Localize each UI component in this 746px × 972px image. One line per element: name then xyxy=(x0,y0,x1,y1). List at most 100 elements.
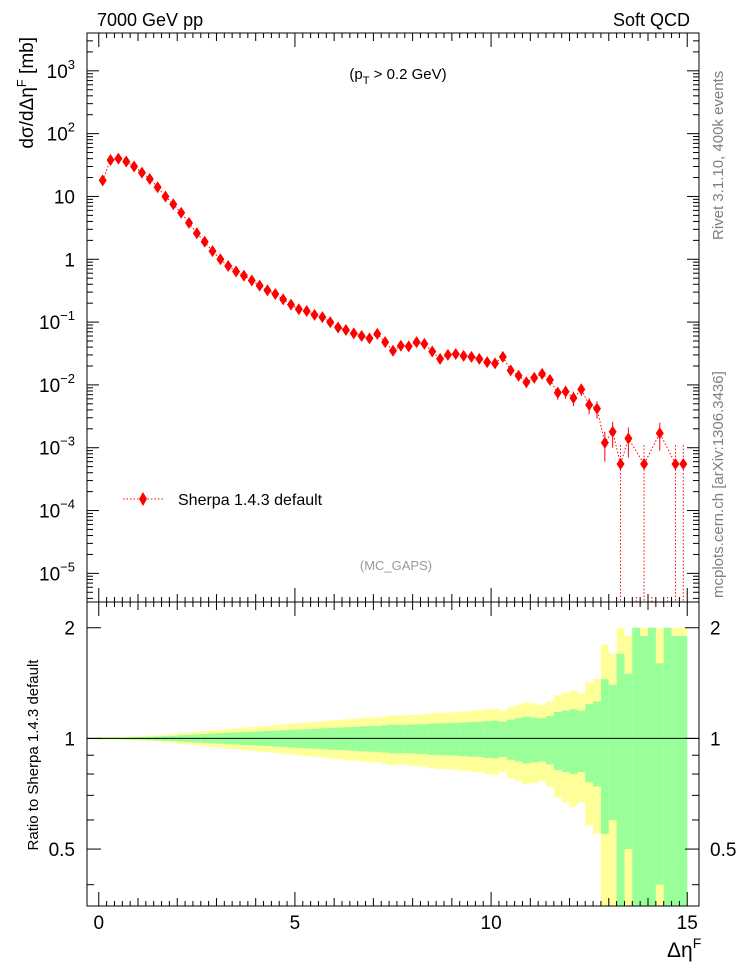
data-point xyxy=(114,152,123,165)
ratio-y-tick-label-right: 1 xyxy=(710,729,721,750)
x-tick-label: 5 xyxy=(290,913,301,934)
ratio-y-tick-label: 0.5 xyxy=(49,840,75,861)
ratio-inner-band-bin xyxy=(671,635,680,906)
ratio-inner-band-bin xyxy=(553,711,562,771)
data-point xyxy=(428,345,437,358)
ratio-inner-band-bin xyxy=(436,723,444,756)
data-point xyxy=(98,174,107,187)
x-tick-label: 10 xyxy=(481,913,502,934)
data-point xyxy=(459,349,468,362)
ratio-y-tick-label: 2 xyxy=(64,619,75,640)
x-tick-label: 0 xyxy=(93,913,104,934)
main-y-ticks: 10−5 10−4 10−3 10−2 10−1 1 10 102 103 xyxy=(39,32,699,599)
ratio-inner-band-bin xyxy=(396,724,405,754)
analysis-tag: (MC_GAPS) xyxy=(360,558,432,573)
ratio-inner-band-bin xyxy=(616,653,625,906)
main-y-tick-label: 1 xyxy=(64,250,75,271)
data-point xyxy=(569,391,578,404)
data-point xyxy=(216,253,225,266)
data-point xyxy=(208,245,217,258)
ratio-inner-band-bin xyxy=(483,721,492,758)
data-point xyxy=(365,332,374,345)
data-point xyxy=(679,458,688,471)
ratio-inner-band-bin xyxy=(546,716,554,765)
data-point xyxy=(451,348,460,361)
main-y-tick-label: 10−2 xyxy=(39,371,75,397)
ratio-inner-band-bin xyxy=(412,724,421,754)
ratio-inner-band-bin xyxy=(600,679,609,834)
ratio-inner-band-bin xyxy=(420,724,429,754)
ratio-y-tick-label: 1 xyxy=(64,729,75,750)
ratio-inner-band-bin xyxy=(389,724,397,754)
data-point xyxy=(177,206,186,219)
x-axis-label: ΔηF xyxy=(667,935,701,962)
main-y-tick-label: 10−3 xyxy=(39,434,75,460)
ratio-inner-band-bin xyxy=(648,627,656,906)
mcplots-label: mcplots.cern.ch [arXiv:1306.3436] xyxy=(710,371,727,598)
data-point xyxy=(247,274,256,287)
main-frame xyxy=(86,32,700,603)
ratio-y-tick-label-right: 0.5 xyxy=(710,840,736,861)
ratio-inner-band-bin xyxy=(467,722,476,757)
legend-marker xyxy=(139,492,147,506)
ratio-inner-band-bin xyxy=(522,716,531,764)
data-point xyxy=(224,260,233,273)
data-point xyxy=(420,337,429,350)
data-point xyxy=(577,383,586,396)
ratio-inner-band-bin xyxy=(459,722,468,757)
main-y-tick-label: 10−4 xyxy=(39,497,75,523)
legend-label: Sherpa 1.4.3 default xyxy=(178,492,323,509)
ratio-inner-band-bin xyxy=(608,684,617,820)
data-point xyxy=(318,311,327,324)
data-point xyxy=(561,385,570,398)
ratio-inner-band-bin xyxy=(624,673,633,850)
data-point xyxy=(349,327,358,340)
ratio-inner-band-bin xyxy=(538,718,546,762)
data-point xyxy=(130,160,139,173)
ratio-frame xyxy=(86,601,700,907)
kinematic-cut-label: (pT > 0.2 GeV) xyxy=(349,66,446,87)
ratio-inner-band-bin xyxy=(655,663,664,885)
ratio-inner-band-bin xyxy=(404,724,413,754)
x-tick-label: 15 xyxy=(677,913,698,934)
ratio-x-ticks: 0 5 10 15 xyxy=(93,602,698,934)
beam-energy-label: 7000 GeV pp xyxy=(97,10,203,30)
ratio-inner-band-bin xyxy=(514,718,523,762)
data-point xyxy=(616,458,625,471)
ratio-inner-band-bin xyxy=(593,701,601,787)
ratio-inner-band-bin xyxy=(365,726,374,752)
data-point xyxy=(404,340,413,353)
ratio-inner-band-bin xyxy=(373,726,382,752)
data-point xyxy=(389,344,397,357)
ratio-inner-band-bin xyxy=(475,721,484,758)
ratio-inner-band-bin xyxy=(444,723,452,756)
ratio-inner-band-bin xyxy=(561,710,570,773)
ratio-inner-band-bin xyxy=(569,709,578,775)
data-point xyxy=(483,356,492,369)
ratio-inner-band-bin xyxy=(640,635,648,906)
ratio-inner-band-bin xyxy=(506,719,515,760)
data-point xyxy=(122,155,131,168)
rivet-version-label: Rivet 3.1.10, 400k events xyxy=(710,71,727,240)
main-y-tick-label: 10−5 xyxy=(39,559,75,585)
data-point xyxy=(294,303,303,316)
ratio-inner-band-bin xyxy=(381,725,390,753)
ratio-inner-band-bin xyxy=(577,710,586,773)
main-panel: (pT > 0.2 GeV) (MC_GAPS) dσ/dΔηF [mb] 10… xyxy=(14,32,700,603)
ratio-inner-band-bin xyxy=(679,635,688,906)
ratio-inner-band-bin xyxy=(428,723,437,755)
main-y-tick-label: 10−1 xyxy=(39,308,75,334)
main-x-ticks xyxy=(98,33,688,602)
ratio-inner-band-bin xyxy=(491,720,499,759)
main-y-axis-label: dσ/dΔηF [mb] xyxy=(14,37,38,149)
ratio-inner-band-bin xyxy=(585,704,594,783)
data-point xyxy=(255,279,264,292)
data-point xyxy=(302,305,311,318)
main-series-sherpa xyxy=(98,152,688,602)
data-point xyxy=(655,427,664,440)
data-point xyxy=(192,227,201,240)
data-point xyxy=(498,350,507,363)
main-y-tick-label: 10 xyxy=(54,187,75,208)
ratio-bands xyxy=(98,627,688,906)
process-label: Soft QCD xyxy=(613,10,690,30)
